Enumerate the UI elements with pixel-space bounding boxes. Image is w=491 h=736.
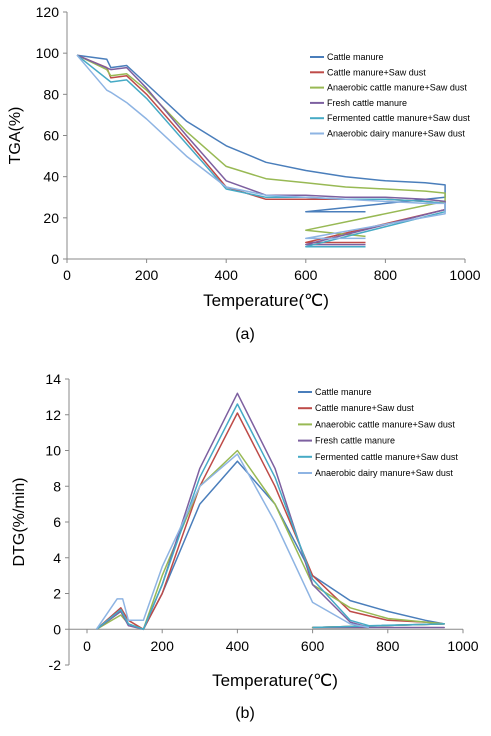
y-tick-label: 10 — [45, 443, 61, 459]
x-tick-label: 0 — [63, 267, 71, 283]
legend-label: Fermented cattle manure+Saw dust — [327, 113, 470, 123]
x-tick-label: 200 — [135, 267, 159, 283]
line-series — [76, 54, 446, 240]
y-tick-label: 12 — [45, 407, 61, 423]
y-tick-label: 6 — [53, 514, 61, 530]
y-axis-title: TGA(%) — [7, 107, 24, 165]
x-tick-label: 1000 — [447, 638, 478, 654]
x-tick-label: 600 — [301, 638, 325, 654]
y-tick-label: 60 — [43, 128, 59, 144]
caption: (a) — [235, 326, 255, 343]
y-tick-label: 0 — [53, 621, 61, 637]
y-tick-label: -2 — [49, 657, 62, 673]
y-tick-label: 4 — [53, 550, 61, 566]
caption: (b) — [235, 705, 255, 722]
y-tick-label: 40 — [43, 169, 59, 185]
legend-label: Anaerobic dairy manure+Saw dust — [315, 468, 453, 478]
y-tick-label: 120 — [36, 4, 60, 20]
x-tick-label: 1000 — [449, 267, 480, 283]
line-series — [95, 403, 445, 631]
legend-label: Fermented cattle manure+Saw dust — [315, 452, 458, 462]
y-tick-label: 14 — [45, 371, 61, 387]
x-tick-label: 800 — [374, 267, 398, 283]
legend-label: Cattle manure+Saw dust — [315, 403, 414, 413]
y-tick-label: 2 — [53, 586, 61, 602]
legend-label: Anaerobic cattle manure+Saw dust — [327, 83, 467, 93]
x-tick-label: 400 — [226, 638, 250, 654]
legend-label: Cattle manure — [327, 52, 384, 62]
line-series — [76, 54, 446, 238]
y-tick-label: 8 — [53, 478, 61, 494]
x-tick-label: 200 — [151, 638, 175, 654]
x-tick-label: 400 — [215, 267, 239, 283]
y-tick-label: 100 — [36, 45, 60, 61]
line-series — [76, 54, 446, 213]
legend-label: Cattle manure+Saw dust — [327, 67, 426, 77]
legend-label: Fresh cattle manure — [327, 98, 407, 108]
x-axis-title: Temperature(℃) — [212, 671, 338, 690]
x-tick-label: 800 — [376, 638, 400, 654]
legend-label: Fresh cattle manure — [315, 436, 395, 446]
y-tick-label: 20 — [43, 210, 59, 226]
legend-label: Anaerobic dairy manure+Saw dust — [327, 129, 465, 139]
x-tick-label: 0 — [83, 638, 91, 654]
x-tick-label: 600 — [294, 267, 318, 283]
y-axis-title: DTG(%/min) — [11, 478, 28, 567]
legend-label: Cattle manure — [315, 387, 372, 397]
y-tick-label: 0 — [51, 251, 59, 267]
legend-label: Anaerobic cattle manure+Saw dust — [315, 419, 455, 429]
x-axis-title: Temperature(℃) — [203, 291, 329, 310]
line-series — [95, 453, 370, 630]
y-tick-label: 80 — [43, 86, 59, 102]
